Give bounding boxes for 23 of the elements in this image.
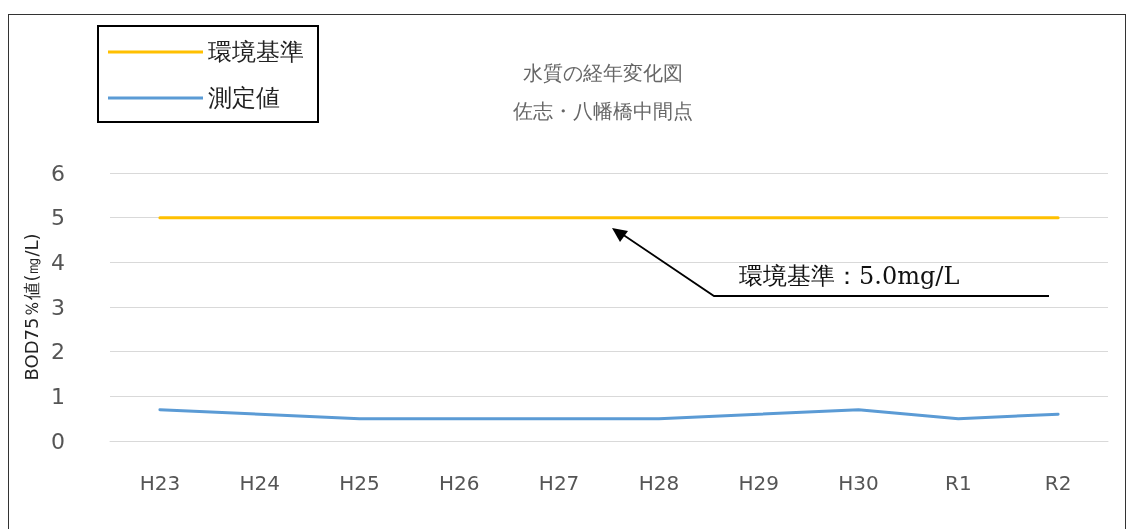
chart-title: 水質の経年変化図 xyxy=(523,61,683,85)
annotation: 環境基準：5.0mg/L xyxy=(739,262,960,290)
x-tick-label: H28 xyxy=(638,471,680,495)
y-tick-label: 6 xyxy=(51,160,65,186)
x-tick-label: H23 xyxy=(139,471,181,495)
chart-subtitle: 佐志・八幡橋中間点 xyxy=(513,99,693,123)
y-tick-label: 0 xyxy=(51,428,65,454)
y-tick-label: 2 xyxy=(51,339,65,365)
x-tick-label: H29 xyxy=(738,471,779,495)
y-axis-title: BOD75％値(㎎/L) xyxy=(20,233,42,381)
x-tick-label: H24 xyxy=(239,471,280,495)
legend-label: 環境基準 xyxy=(208,38,304,66)
y-tick-label: 5 xyxy=(51,205,65,231)
x-tick-label: H27 xyxy=(538,471,580,495)
x-tick-label: H25 xyxy=(339,471,380,495)
y-tick-label: 4 xyxy=(51,249,65,275)
x-tick-label: H30 xyxy=(838,471,879,495)
y-tick-label: 3 xyxy=(51,294,65,320)
x-tick-label: R1 xyxy=(944,471,972,495)
x-tick-label: R2 xyxy=(1044,471,1072,495)
x-tick-label: H26 xyxy=(439,471,480,495)
legend-label: 測定値 xyxy=(208,84,280,112)
y-tick-label: 1 xyxy=(51,383,65,409)
